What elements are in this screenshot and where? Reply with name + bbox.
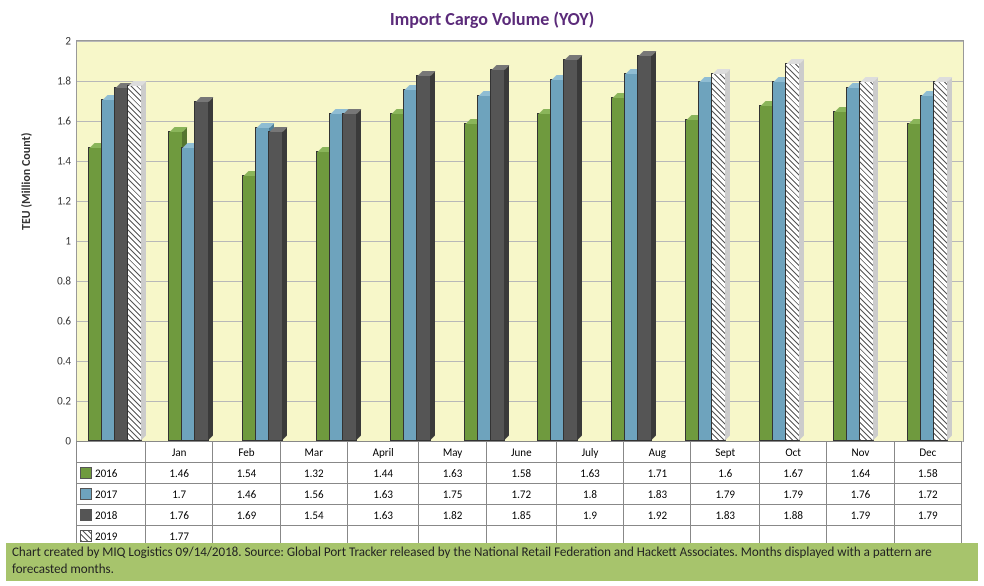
bar-2018-Mar bbox=[268, 131, 283, 441]
bar-2018-May bbox=[416, 75, 431, 441]
table-cell: 1.79 bbox=[827, 505, 894, 526]
table-cell: 1.8 bbox=[556, 484, 623, 505]
legend-swatch-2018 bbox=[80, 509, 92, 521]
bar-2018-April bbox=[342, 113, 357, 441]
bar-2018-Nov bbox=[859, 81, 874, 441]
grid-line bbox=[77, 81, 963, 82]
grid-line bbox=[77, 41, 963, 42]
series-label: 2019 bbox=[95, 530, 117, 543]
y-tick-label: 1.6 bbox=[57, 115, 71, 128]
table-col-header: May bbox=[419, 442, 486, 463]
y-tick-label: 1.4 bbox=[57, 155, 71, 168]
chart-title: Import Cargo Volume (YOY) bbox=[0, 0, 984, 34]
table-col-header: Aug bbox=[624, 442, 691, 463]
y-tick-label: 0.8 bbox=[57, 275, 71, 288]
table-cell: 1.7 bbox=[146, 484, 213, 505]
chart-plot-area: 00.20.40.60.811.21.41.61.82 bbox=[76, 40, 964, 442]
table-cell: 1.54 bbox=[280, 505, 347, 526]
table-col-header: Nov bbox=[827, 442, 894, 463]
table-cell: 1.85 bbox=[486, 505, 556, 526]
table-cell: 1.88 bbox=[760, 505, 827, 526]
table-cell: 1.44 bbox=[347, 463, 418, 484]
table-cell: 1.54 bbox=[213, 463, 280, 484]
bar-2018-Feb bbox=[194, 101, 209, 441]
table-cell: 1.63 bbox=[347, 484, 418, 505]
table-cell: 1.58 bbox=[486, 463, 556, 484]
bar-2019-Jan bbox=[127, 85, 142, 441]
bar-2018-Sept bbox=[711, 73, 726, 441]
table-col-header: June bbox=[486, 442, 556, 463]
table-corner bbox=[77, 442, 146, 463]
table-cell: 1.63 bbox=[419, 463, 486, 484]
table-col-header: Sept bbox=[691, 442, 760, 463]
table-cell: 1.76 bbox=[827, 484, 894, 505]
y-tick-label: 1.2 bbox=[57, 195, 71, 208]
table-cell: 1.46 bbox=[146, 463, 213, 484]
table-cell: 1.82 bbox=[419, 505, 486, 526]
y-tick-label: 1.8 bbox=[57, 75, 71, 88]
table-col-header: April bbox=[347, 442, 418, 463]
y-axis-title: TEU (Million Count) bbox=[20, 133, 34, 230]
table-cell: 1.71 bbox=[624, 463, 691, 484]
legend-swatch-2019 bbox=[80, 530, 92, 542]
legend-swatch-2017 bbox=[80, 488, 92, 500]
table-cell: 1.76 bbox=[146, 505, 213, 526]
table-cell: 1.32 bbox=[280, 463, 347, 484]
table-cell: 1.64 bbox=[827, 463, 894, 484]
series-label: 2016 bbox=[95, 467, 117, 480]
table-col-header: Oct bbox=[760, 442, 827, 463]
bar-2018-Aug bbox=[637, 55, 652, 441]
bar-2018-July bbox=[563, 59, 578, 441]
table-cell: 1.46 bbox=[213, 484, 280, 505]
table-row-header: 2018 bbox=[77, 505, 146, 526]
table-col-header: Dec bbox=[894, 442, 961, 463]
table-cell: 1.83 bbox=[691, 505, 760, 526]
table-cell: 1.56 bbox=[280, 484, 347, 505]
table-cell: 1.9 bbox=[556, 505, 623, 526]
bar-2018-June bbox=[490, 69, 505, 441]
y-tick-label: 0 bbox=[65, 435, 71, 448]
series-label: 2017 bbox=[95, 488, 117, 501]
y-tick-label: 2 bbox=[65, 35, 71, 48]
table-cell: 1.72 bbox=[486, 484, 556, 505]
bar-2018-Dec bbox=[933, 81, 948, 441]
data-table: JanFebMarAprilMayJuneJulyAugSeptOctNovDe… bbox=[76, 441, 962, 547]
table-col-header: July bbox=[556, 442, 623, 463]
chart-footer: Chart created by MIQ Logistics 09/14/201… bbox=[6, 543, 978, 581]
y-tick-label: 1 bbox=[65, 235, 71, 248]
table-row-header: 2016 bbox=[77, 463, 146, 484]
table-col-header: Feb bbox=[213, 442, 280, 463]
table-col-header: Jan bbox=[146, 442, 213, 463]
bar-2018-Oct bbox=[785, 63, 800, 441]
y-tick-label: 0.2 bbox=[57, 395, 71, 408]
table-cell: 1.79 bbox=[760, 484, 827, 505]
table-cell: 1.72 bbox=[894, 484, 961, 505]
table-col-header: Mar bbox=[280, 442, 347, 463]
table-cell: 1.63 bbox=[347, 505, 418, 526]
series-label: 2018 bbox=[95, 509, 117, 522]
table-cell: 1.92 bbox=[624, 505, 691, 526]
table-cell: 1.6 bbox=[691, 463, 760, 484]
table-cell: 1.75 bbox=[419, 484, 486, 505]
y-tick-label: 0.6 bbox=[57, 315, 71, 328]
table-cell: 1.58 bbox=[894, 463, 961, 484]
table-cell: 1.67 bbox=[760, 463, 827, 484]
table-cell: 1.83 bbox=[624, 484, 691, 505]
table-row-header: 2017 bbox=[77, 484, 146, 505]
legend-swatch-2016 bbox=[80, 467, 92, 479]
table-cell: 1.79 bbox=[691, 484, 760, 505]
table-cell: 1.79 bbox=[894, 505, 961, 526]
table-cell: 1.63 bbox=[556, 463, 623, 484]
y-tick-label: 0.4 bbox=[57, 355, 71, 368]
table-cell: 1.69 bbox=[213, 505, 280, 526]
